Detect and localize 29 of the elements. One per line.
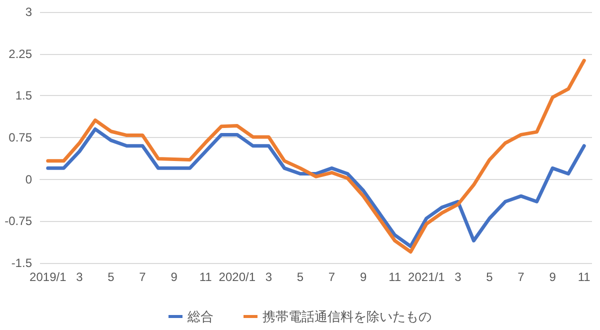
x-tick-label: 2021/1 [408, 270, 446, 284]
y-tick-label: -0.75 [4, 214, 32, 228]
x-tick-label: 7 [518, 270, 525, 284]
y-tick-label: -1.5 [11, 256, 32, 270]
y-tick-label: 2.25 [8, 46, 32, 61]
x-tick-label: 5 [486, 270, 494, 284]
x-tick-label: 3 [454, 270, 462, 284]
y-tick-label: 1.5 [15, 88, 32, 103]
y-tick-label: 0.75 [8, 130, 32, 144]
x-tick-label: 11 [388, 270, 402, 284]
x-tick-label: 7 [139, 270, 146, 284]
x-tick-label: 9 [549, 270, 556, 284]
x-tick-label: 9 [170, 270, 178, 284]
x-tick-label: 11 [199, 270, 212, 284]
x-tick-label: 3 [76, 270, 84, 284]
y-tick-label: 3 [25, 5, 32, 19]
y-tick-label: 0 [25, 172, 32, 186]
x-tick-label: 2020/1 [218, 270, 256, 284]
line-series [46, 58, 586, 254]
legend-label: 総合 [186, 309, 214, 324]
legend-label: 携帯電話通信料を除いたもの [262, 309, 432, 324]
x-tick-label: 3 [265, 270, 272, 284]
x-tick-label: 5 [296, 270, 304, 284]
line-series [46, 127, 586, 248]
x-tick-label: 5 [108, 270, 115, 284]
x-tick-label: 11 [578, 270, 591, 284]
x-tick-label: 2019/1 [30, 270, 67, 284]
x-tick-label: 7 [328, 270, 336, 284]
x-tick-label: 9 [360, 270, 367, 284]
